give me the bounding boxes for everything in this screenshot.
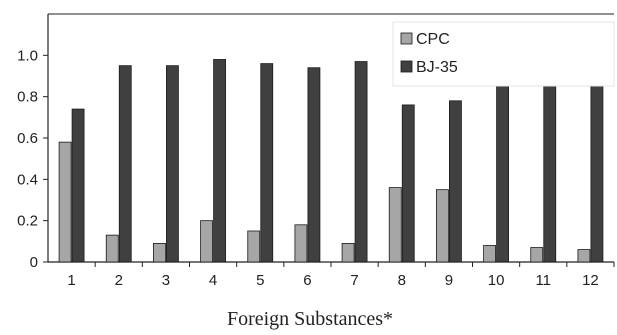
legend-swatch-bj-35 [400,60,413,73]
bar-cpc-6 [294,224,308,263]
bar-bj-35-10 [496,67,509,263]
x-tick-label: 1 [67,272,75,289]
legend-box [392,21,615,87]
x-tick-label: 9 [445,272,453,289]
bar-bj-35-5 [260,63,274,263]
bar-bj-35-4 [213,59,226,263]
legend-label: CPC [416,31,450,48]
bar-cpc-1 [58,141,72,263]
bar-bj-35-6 [307,67,321,263]
bar-cpc-12 [577,249,591,263]
bar-bj-35-11 [543,63,557,263]
y-tick-label: 0.6 [17,130,38,147]
x-tick-label: 5 [256,272,264,289]
x-tick-label: 6 [303,272,311,289]
bar-bj-35-8 [401,104,415,263]
legend-label: BJ-35 [416,59,458,76]
bar-bj-35-1 [71,108,85,263]
y-tick-label: 0.2 [17,213,38,230]
bar-cpc-5 [247,230,261,263]
bars [58,59,604,263]
bar-cpc-9 [436,189,449,263]
y-ticks: 0 0.2 0.4 0.6 0.8 1.0 [17,47,48,271]
y-tick-label: 0.8 [17,89,38,106]
legend: CPC BJ-35 [392,21,615,87]
x-tick-label: 3 [162,272,170,289]
bar-bj-35-9 [449,100,462,263]
legend-swatch-cpc [400,32,413,45]
y-tick-label: 0 [30,254,38,271]
x-tick-label: 8 [398,272,406,289]
x-tick-label: 11 [535,272,551,289]
y-tick-label: 1.0 [17,47,38,64]
x-tick-label: 4 [209,272,217,289]
bar-bj-35-7 [354,61,368,263]
bar-cpc-7 [341,242,355,263]
bar-bj-35-2 [118,65,132,263]
bar-cpc-10 [483,245,496,263]
bar-cpc-8 [388,187,402,263]
x-tick-label: 2 [115,272,123,289]
x-ticks: 1 2 3 4 5 6 7 8 9 10 11 12 [67,262,615,289]
bar-bj-35-12 [590,69,604,263]
x-tick-label: 10 [488,272,505,289]
x-axis-title: Foreign Substances* [227,308,393,330]
bar-cpc-11 [530,247,544,263]
bar-bj-35-3 [166,65,179,263]
y-tick-label: 0.4 [17,171,38,188]
bar-cpc-3 [153,242,166,263]
x-tick-label: 12 [582,272,599,289]
bar-cpc-2 [105,234,119,263]
x-tick-label: 7 [350,272,358,289]
bar-cpc-4 [200,220,213,263]
